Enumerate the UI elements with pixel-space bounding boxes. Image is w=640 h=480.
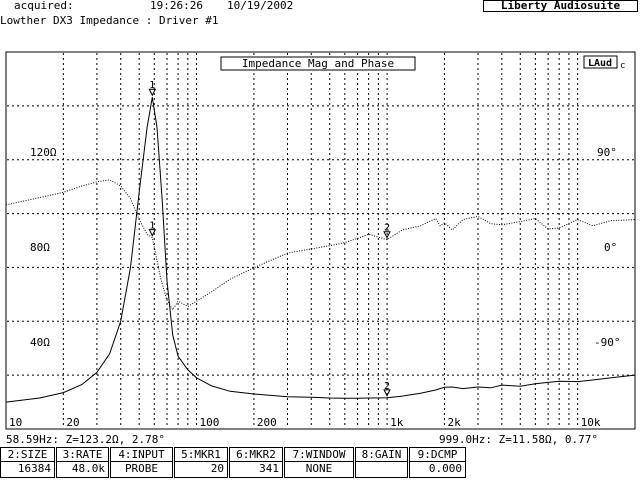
marker2-phase-triangle: [383, 231, 391, 239]
marker2-magnitude-triangle: [383, 389, 391, 397]
left-axis-label-80: 80Ω: [30, 241, 50, 254]
x-tick-label: 200: [257, 416, 277, 429]
laud-logo-box: [583, 55, 618, 69]
marker2-readout: 999.0Hz: Z=11.58Ω, 0.77°: [439, 433, 598, 446]
fkey-size[interactable]: 2:SIZE 16384: [0, 447, 55, 478]
fkey-gain[interactable]: 8:GAIN: [355, 447, 408, 478]
acquired-label: acquired:: [14, 0, 74, 12]
marker2-magnitude-label: 2: [384, 381, 390, 392]
right-axis-label-90: 90°: [597, 146, 617, 159]
fkey-rate-label: 3:RATE: [57, 448, 108, 462]
left-axis-label-120: 120Ω: [30, 146, 57, 159]
left-axis-label-40: 40Ω: [30, 336, 50, 349]
fkey-mkr1[interactable]: 5:MKR1 20: [174, 447, 228, 478]
fkey-window-label: 7:WINDOW: [285, 448, 353, 462]
brand-label: Liberty Audiosuite: [483, 0, 638, 12]
right-axis-label-minus90: -90°: [594, 336, 621, 349]
marker1-magnitude-triangle: [148, 88, 157, 97]
fkey-mkr2-value: 341: [259, 462, 279, 475]
x-tick-label: 20: [66, 416, 79, 429]
plot-frame: [5, 51, 636, 430]
marker1-phase-triangle: [148, 229, 157, 237]
x-tick-label: 2k: [447, 416, 461, 429]
fkey-rate-value: 48.0k: [71, 462, 105, 475]
fkey-size-label: 2:SIZE: [1, 448, 54, 462]
fkey-mkr2-label: 6:MKR2: [230, 448, 282, 462]
acquired-time: 19:26:26: [150, 0, 203, 12]
fkey-input[interactable]: 4:INPUT PROBE: [110, 447, 173, 478]
fkey-dcmp-value: 0.000: [428, 462, 462, 475]
laud-logo-suffix: c: [620, 61, 625, 71]
impedance-phase-line: [5, 179, 636, 311]
measurement-title: Lowther DX3 Impedance : Driver #1: [0, 14, 219, 27]
fkey-size-value: 16384: [17, 462, 51, 475]
x-tick-label: 1k: [390, 416, 404, 429]
marker1-phase-label: 1: [149, 221, 155, 232]
marker1-readout: 58.59Hz: Z=123.2Ω, 2.78°: [6, 433, 165, 446]
fkey-gain-label: 8:GAIN: [356, 448, 407, 462]
fkey-mkr2[interactable]: 6:MKR2 341: [229, 447, 283, 478]
right-axis-label-0: 0°: [604, 241, 617, 254]
fkey-input-label: 4:INPUT: [111, 448, 172, 462]
fkey-mkr1-label: 5:MKR1: [175, 448, 227, 462]
laud-logo: LAud: [588, 58, 612, 69]
plot-title: Impedance Mag and Phase: [242, 57, 394, 70]
x-tick-label: 10: [9, 416, 22, 429]
fkey-mkr1-value: 20: [210, 462, 224, 475]
acquired-date: 10/19/2002: [227, 0, 294, 12]
fkey-rate[interactable]: 3:RATE 48.0k: [56, 447, 109, 478]
marker2-phase-label: 2: [384, 223, 390, 234]
x-tick-label: 10k: [581, 416, 601, 429]
fkey-dcmp-label: 9:DCMP: [410, 448, 465, 462]
marker1-magnitude-label: 1: [149, 80, 155, 91]
x-tick-label: 100: [200, 416, 220, 429]
impedance-magnitude-line: [5, 97, 636, 403]
grid-lines: [7, 53, 634, 428]
fkey-dcmp[interactable]: 9:DCMP 0.000: [409, 447, 466, 478]
fkey-window[interactable]: 7:WINDOW NONE: [284, 447, 354, 478]
fkey-input-value: PROBE: [124, 462, 159, 475]
fkey-window-value: NONE: [305, 462, 333, 475]
plot-title-box: [220, 56, 416, 71]
